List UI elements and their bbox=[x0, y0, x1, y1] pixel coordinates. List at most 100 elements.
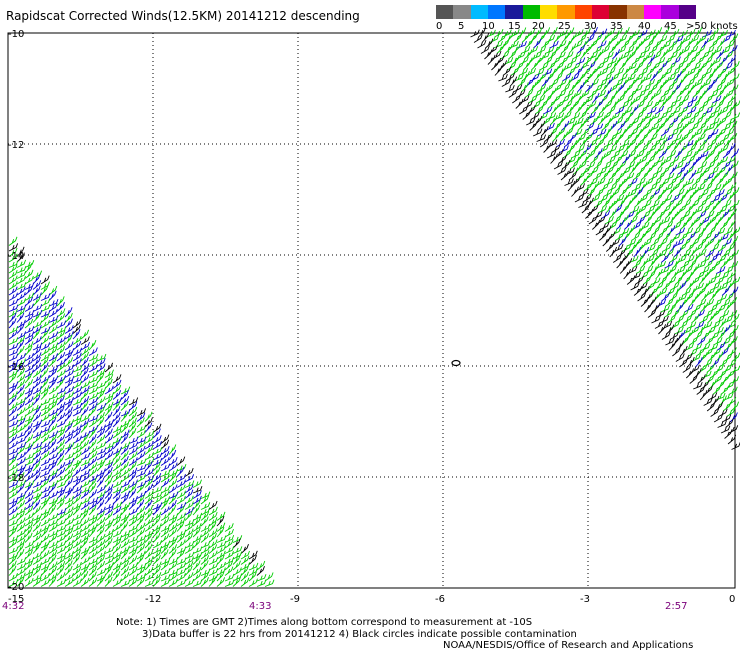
wind-barb bbox=[582, 153, 591, 164]
wind-barb bbox=[655, 182, 665, 192]
legend-swatch bbox=[522, 5, 541, 19]
wind-barb bbox=[152, 502, 163, 510]
wind-barb bbox=[24, 296, 34, 307]
wind-barb bbox=[511, 54, 520, 65]
wind-barb bbox=[717, 329, 726, 340]
lat-label-18: -18 bbox=[8, 473, 24, 484]
wind-barb bbox=[701, 241, 710, 252]
wind-barb bbox=[64, 572, 74, 582]
wind-barb bbox=[80, 462, 90, 472]
wind-barb bbox=[16, 451, 26, 461]
wind-barb bbox=[112, 379, 122, 389]
wind-barb bbox=[495, 55, 505, 65]
wind-barb bbox=[664, 45, 674, 54]
wind-barb bbox=[112, 435, 123, 444]
legend-swatch bbox=[540, 5, 558, 19]
wind-barb bbox=[556, 51, 566, 60]
wind-barb bbox=[615, 181, 624, 192]
wind-barb bbox=[638, 67, 649, 76]
wind-barb bbox=[48, 423, 58, 433]
wind-barb bbox=[697, 122, 707, 131]
wind-barb bbox=[652, 177, 662, 186]
wind-barb bbox=[478, 27, 487, 38]
legend-swatch bbox=[505, 5, 524, 19]
wind-barb bbox=[72, 467, 82, 477]
wind-barb bbox=[674, 238, 685, 247]
wind-barb bbox=[722, 199, 732, 208]
wind-barb bbox=[574, 104, 583, 115]
wind-barb bbox=[152, 466, 161, 477]
wind-barb bbox=[669, 331, 679, 340]
wind-barb bbox=[40, 527, 49, 538]
wind-barb bbox=[705, 210, 715, 219]
wind-barb bbox=[574, 29, 584, 38]
wind-barb bbox=[152, 545, 163, 554]
wind-barb bbox=[635, 225, 644, 236]
wind-barb bbox=[710, 194, 721, 203]
wind-barb bbox=[709, 291, 718, 302]
wind-barb bbox=[96, 472, 105, 483]
wind-barb bbox=[719, 144, 729, 153]
wind-barb bbox=[8, 236, 18, 246]
legend-label-50-knots: >50 knots bbox=[686, 21, 738, 32]
wind-barb bbox=[615, 106, 625, 115]
wind-barb bbox=[248, 571, 257, 582]
wind-barb bbox=[683, 60, 692, 71]
wind-barb bbox=[592, 219, 601, 230]
wind-barb bbox=[56, 518, 67, 527]
wind-barb bbox=[104, 445, 114, 455]
wind-barb bbox=[662, 320, 673, 329]
wind-barb bbox=[40, 463, 51, 472]
wind-barb bbox=[144, 440, 154, 450]
wind-barb bbox=[144, 494, 154, 505]
wind-barb bbox=[48, 434, 57, 444]
wind-barb bbox=[646, 192, 656, 203]
wind-barb bbox=[32, 406, 41, 417]
wind-barb bbox=[655, 219, 664, 230]
wind-barb bbox=[224, 560, 234, 571]
wind-barb bbox=[699, 100, 709, 109]
wind-barb bbox=[699, 189, 709, 197]
wind-barb bbox=[611, 187, 621, 197]
wind-barb bbox=[717, 254, 727, 263]
wind-barb bbox=[208, 568, 219, 576]
wind-barb bbox=[582, 193, 592, 203]
wind-barb bbox=[676, 340, 685, 351]
wind-barb bbox=[539, 62, 549, 71]
wind-barb bbox=[553, 32, 562, 43]
wind-barb bbox=[32, 422, 41, 433]
wind-barb bbox=[712, 298, 723, 307]
wind-barb bbox=[176, 572, 186, 582]
wind-barb bbox=[666, 324, 675, 335]
wind-barb bbox=[48, 566, 57, 576]
wind-barb bbox=[606, 28, 616, 38]
wind-barb bbox=[8, 402, 18, 411]
wind-barb bbox=[683, 314, 693, 324]
wind-barb bbox=[32, 456, 42, 466]
wind-barb bbox=[675, 314, 685, 324]
wind-barb bbox=[557, 166, 567, 175]
wind-barb bbox=[96, 447, 107, 455]
wind-barb bbox=[676, 125, 685, 137]
wind-barb bbox=[56, 320, 67, 329]
wind-barb bbox=[184, 572, 194, 582]
wind-barb bbox=[720, 299, 731, 307]
wind-barb bbox=[8, 535, 19, 543]
wind-barb bbox=[506, 72, 516, 82]
wind-barb bbox=[724, 429, 733, 439]
wind-barb bbox=[663, 269, 672, 280]
wind-barb bbox=[72, 347, 83, 356]
wind-barb bbox=[40, 543, 49, 554]
wind-barb bbox=[572, 176, 581, 186]
wind-barb bbox=[613, 38, 622, 49]
wind-barb bbox=[120, 530, 131, 538]
wind-barb bbox=[176, 484, 186, 494]
wind-barb bbox=[601, 32, 610, 43]
wind-barb bbox=[626, 109, 635, 120]
wind-barb bbox=[72, 324, 81, 334]
wind-barb bbox=[88, 566, 97, 576]
wind-barb bbox=[706, 277, 717, 285]
wind-barb bbox=[678, 280, 687, 291]
wind-barb bbox=[152, 505, 161, 516]
wind-barb bbox=[624, 132, 633, 142]
